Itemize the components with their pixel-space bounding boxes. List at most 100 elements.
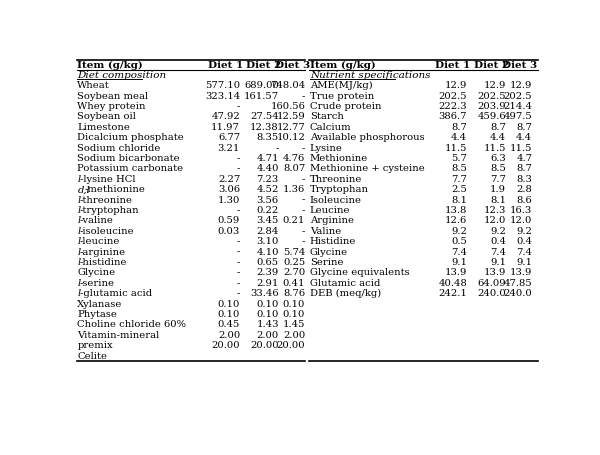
Text: 4.40: 4.40 [256, 164, 279, 173]
Text: 12.38: 12.38 [250, 123, 279, 132]
Text: -: - [302, 206, 305, 215]
Text: l: l [77, 289, 80, 298]
Text: 4.52: 4.52 [256, 185, 279, 194]
Text: -lysine HCl: -lysine HCl [80, 175, 135, 184]
Text: 1.43: 1.43 [256, 320, 279, 329]
Text: 7.4: 7.4 [516, 248, 532, 257]
Text: 10.12: 10.12 [277, 133, 305, 142]
Text: 7.4: 7.4 [451, 248, 467, 257]
Text: 11.5: 11.5 [510, 144, 532, 153]
Text: 8.7: 8.7 [517, 123, 532, 132]
Text: 0.5: 0.5 [451, 237, 467, 246]
Text: 5.74: 5.74 [283, 248, 305, 257]
Text: 33.46: 33.46 [250, 289, 279, 298]
Text: 13.9: 13.9 [484, 268, 506, 278]
Text: -: - [237, 102, 240, 111]
Text: 8.5: 8.5 [490, 164, 506, 173]
Text: 222.3: 222.3 [439, 102, 467, 111]
Text: Histidine: Histidine [310, 237, 356, 246]
Text: 0.45: 0.45 [218, 320, 240, 329]
Text: -: - [237, 279, 240, 288]
Text: 8.7: 8.7 [517, 164, 532, 173]
Text: Xylanase: Xylanase [77, 299, 123, 308]
Text: -: - [237, 206, 240, 215]
Text: Diet 2: Diet 2 [473, 61, 509, 70]
Text: 2.91: 2.91 [256, 279, 279, 288]
Text: 47.85: 47.85 [503, 279, 532, 288]
Text: Item (g/kg): Item (g/kg) [77, 61, 143, 70]
Text: 8.1: 8.1 [451, 196, 467, 205]
Text: 4.4: 4.4 [516, 133, 532, 142]
Text: Diet 2: Diet 2 [247, 61, 282, 70]
Text: 203.9: 203.9 [477, 102, 506, 111]
Text: 0.65: 0.65 [257, 258, 279, 267]
Text: 214.4: 214.4 [503, 102, 532, 111]
Text: l: l [77, 175, 80, 184]
Text: 12.9: 12.9 [484, 81, 506, 90]
Text: l: l [77, 237, 80, 246]
Text: 0.4: 0.4 [516, 237, 532, 246]
Text: -: - [302, 175, 305, 184]
Text: Item (g/kg): Item (g/kg) [310, 61, 376, 70]
Text: 20.00: 20.00 [277, 341, 305, 350]
Text: Valine: Valine [310, 227, 341, 236]
Text: 40.48: 40.48 [438, 279, 467, 288]
Text: Calcium: Calcium [310, 123, 352, 132]
Text: 8.07: 8.07 [283, 164, 305, 173]
Text: 4.7: 4.7 [516, 154, 532, 163]
Text: -methionine: -methionine [85, 185, 146, 194]
Text: Tryptophan: Tryptophan [310, 185, 369, 194]
Text: 9.1: 9.1 [490, 258, 506, 267]
Text: 7.7: 7.7 [451, 175, 467, 184]
Text: -arginine: -arginine [80, 248, 126, 257]
Text: Whey protein: Whey protein [77, 102, 146, 111]
Text: 16.3: 16.3 [510, 206, 532, 215]
Text: 27.54: 27.54 [250, 112, 279, 121]
Text: l: l [77, 279, 80, 288]
Text: 323.14: 323.14 [205, 91, 240, 101]
Text: 1.45: 1.45 [283, 320, 305, 329]
Text: 202.5: 202.5 [477, 91, 506, 101]
Text: 242.1: 242.1 [438, 289, 467, 298]
Text: -glutamic acid: -glutamic acid [80, 289, 152, 298]
Text: 202.5: 202.5 [503, 91, 532, 101]
Text: Soybean meal: Soybean meal [77, 91, 148, 101]
Text: Glycine: Glycine [77, 268, 115, 278]
Text: 1.30: 1.30 [218, 196, 240, 205]
Text: 3.21: 3.21 [218, 144, 240, 153]
Text: 2.27: 2.27 [218, 175, 240, 184]
Text: 3.06: 3.06 [218, 185, 240, 194]
Text: 2.00: 2.00 [283, 331, 305, 340]
Text: 0.03: 0.03 [218, 227, 240, 236]
Text: -histidine: -histidine [80, 258, 127, 267]
Text: -: - [237, 164, 240, 173]
Text: 689.00: 689.00 [244, 81, 279, 90]
Text: -: - [237, 154, 240, 163]
Text: 0.41: 0.41 [283, 279, 305, 288]
Text: 1.36: 1.36 [283, 185, 305, 194]
Text: 0.4: 0.4 [490, 237, 506, 246]
Text: l: l [77, 206, 80, 215]
Text: 12.6: 12.6 [445, 217, 467, 225]
Text: 12.59: 12.59 [277, 112, 305, 121]
Text: 240.0: 240.0 [477, 289, 506, 298]
Text: 7.4: 7.4 [490, 248, 506, 257]
Text: Phytase: Phytase [77, 310, 117, 319]
Text: 8.5: 8.5 [451, 164, 467, 173]
Text: premix: premix [77, 341, 113, 350]
Text: -: - [237, 237, 240, 246]
Text: Diet 3: Diet 3 [275, 61, 310, 70]
Text: DEB (meq/kg): DEB (meq/kg) [310, 289, 381, 298]
Text: 12.9: 12.9 [445, 81, 467, 90]
Text: -: - [302, 91, 305, 101]
Text: 0.10: 0.10 [256, 310, 279, 319]
Text: 4.71: 4.71 [256, 154, 279, 163]
Text: Diet 3: Diet 3 [502, 61, 538, 70]
Text: Diet 1: Diet 1 [208, 61, 243, 70]
Text: 1.9: 1.9 [490, 185, 506, 194]
Text: Glutamic acid: Glutamic acid [310, 279, 380, 288]
Text: 2.8: 2.8 [517, 185, 532, 194]
Text: Choline chloride 60%: Choline chloride 60% [77, 320, 187, 329]
Text: Available phosphorous: Available phosphorous [310, 133, 424, 142]
Text: 748.04: 748.04 [270, 81, 305, 90]
